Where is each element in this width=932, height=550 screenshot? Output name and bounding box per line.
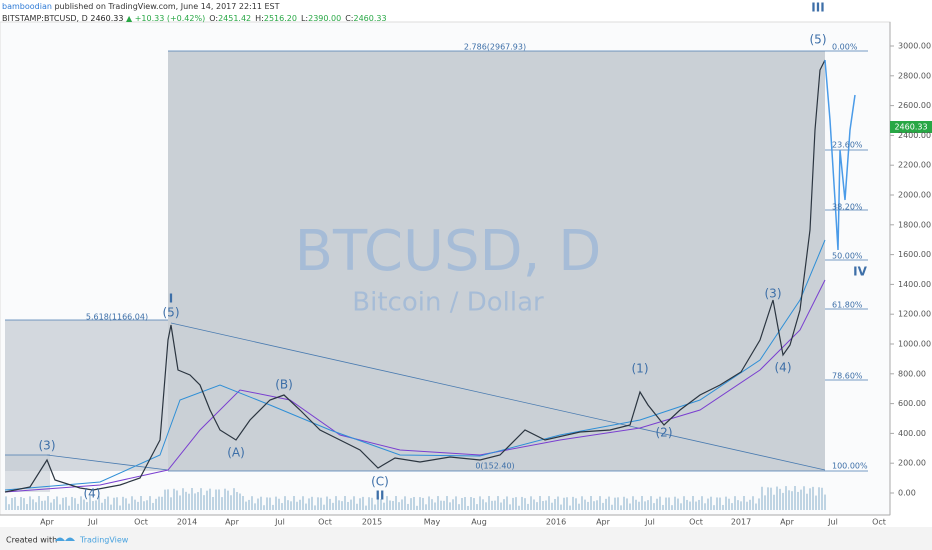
time-tick-label: May bbox=[424, 518, 441, 527]
symbol: BITSTAMP:BTCUSD, D bbox=[2, 14, 88, 23]
fib-extension-box bbox=[168, 51, 825, 471]
wave-label: III bbox=[811, 1, 824, 15]
fib-level: 100.00% bbox=[832, 462, 868, 471]
wave-label: (1) bbox=[632, 362, 649, 376]
ohlc-key: C: bbox=[345, 14, 353, 23]
wave-label: (3) bbox=[765, 287, 782, 301]
ohlc-key: L: bbox=[301, 14, 308, 23]
time-tick-label: Apr bbox=[780, 518, 795, 527]
fib-extension-box bbox=[5, 320, 168, 471]
footer bbox=[0, 527, 932, 550]
time-tick-label: 2014 bbox=[177, 518, 197, 527]
ohlc-key: O: bbox=[209, 14, 218, 23]
price-tick-label: 1000.00 bbox=[898, 340, 931, 349]
wave-label: (C) bbox=[371, 475, 389, 489]
price-tick-label: 400.00 bbox=[898, 429, 926, 438]
time-tick-label: Apr bbox=[225, 518, 240, 527]
price-tag-text: 2460.33 bbox=[894, 123, 927, 132]
wave-label: (2) bbox=[656, 426, 673, 440]
header-line: bamboodian published on TradingView.com,… bbox=[2, 2, 280, 11]
footer-created: Created with bbox=[6, 536, 57, 545]
time-tick-label: Jul bbox=[644, 518, 655, 527]
fib-level: 50.00% bbox=[832, 252, 863, 261]
fib-extension-box bbox=[5, 455, 50, 492]
price-tick-label: 1400.00 bbox=[898, 280, 931, 289]
price-tick-label: 2200.00 bbox=[898, 161, 931, 170]
extension-label: 5.618(1166.04) bbox=[86, 313, 148, 322]
author: bamboodian bbox=[2, 2, 52, 11]
price-tick-label: 600.00 bbox=[898, 399, 926, 408]
moving-average bbox=[4, 239, 826, 491]
moving-average bbox=[4, 279, 826, 493]
price-tick-label: 2400.00 bbox=[898, 131, 931, 140]
wave-label: (5) bbox=[810, 33, 827, 47]
watermark-name: Bitcoin / Dollar bbox=[352, 288, 544, 318]
extension-label: 0(152.40) bbox=[475, 462, 514, 471]
price-tick-label: 800.00 bbox=[898, 369, 926, 378]
time-tick-label: Oct bbox=[318, 518, 332, 527]
price-tick-label: 1800.00 bbox=[898, 220, 931, 229]
price-tick-label: 2800.00 bbox=[898, 71, 931, 80]
time-tick-label: Aug bbox=[471, 518, 487, 527]
time-tick-label: Jul bbox=[274, 518, 285, 527]
footer-brand: TradingView bbox=[79, 536, 129, 545]
wave-label: (3) bbox=[39, 439, 56, 453]
price-projection bbox=[824, 59, 856, 251]
fib-level: 23.60% bbox=[832, 141, 863, 150]
price-tick-label: 1600.00 bbox=[898, 250, 931, 259]
time-tick-label: Jul bbox=[87, 518, 98, 527]
logo bbox=[55, 537, 75, 541]
price-line bbox=[4, 59, 826, 493]
ohlc-value: 2516.20 bbox=[264, 14, 297, 23]
price-tick-label: 2000.00 bbox=[898, 191, 931, 200]
price-tick-label: 200.00 bbox=[898, 459, 926, 468]
fib-level: 0.00% bbox=[832, 43, 858, 52]
fib-level: 61.80% bbox=[832, 301, 863, 310]
ohlc-value: 2451.42 bbox=[218, 14, 251, 23]
watermark-symbol: BTCUSD, D bbox=[295, 219, 602, 284]
ohlc-value: 2460.33 bbox=[354, 14, 387, 23]
time-tick-label: Oct bbox=[134, 518, 148, 527]
fib-level: 78.60% bbox=[832, 372, 863, 381]
time-tick-label: Jul bbox=[827, 518, 838, 527]
time-tick-label: 2015 bbox=[362, 518, 382, 527]
wave-label: (5) bbox=[163, 306, 180, 320]
price-tick-label: 2600.00 bbox=[898, 101, 931, 110]
change: ▲ +10.33 (+0.42%) bbox=[126, 14, 205, 23]
fib-level: 38.20% bbox=[832, 203, 863, 212]
extension-label: 2.786(2967.93) bbox=[464, 43, 526, 52]
price-tick-label: 1200.00 bbox=[898, 310, 931, 319]
time-tick-label: Oct bbox=[872, 518, 886, 527]
wave-label: (4) bbox=[775, 361, 792, 375]
ohlc-key: H: bbox=[255, 14, 264, 23]
header-line: BITSTAMP:BTCUSD, D 2460.33 ▲ +10.33 (+0.… bbox=[2, 14, 387, 23]
extension-lines bbox=[5, 50, 868, 472]
wave-label: II bbox=[376, 489, 385, 503]
time-tick-label: 2016 bbox=[546, 518, 566, 527]
wave-label: (B) bbox=[275, 378, 293, 392]
wave-label: IV bbox=[853, 265, 867, 279]
time-tick-label: Oct bbox=[689, 518, 703, 527]
wave-label: I bbox=[169, 292, 173, 306]
volume bbox=[5, 486, 826, 510]
ohlc-value: 2390.00 bbox=[308, 14, 341, 23]
last: 2460.33 bbox=[90, 14, 123, 23]
time-tick-label: 2017 bbox=[731, 518, 751, 527]
wave-label: (A) bbox=[227, 446, 245, 460]
wave-label: (4) bbox=[84, 487, 101, 501]
price-tick-label: 3000.00 bbox=[898, 42, 931, 51]
price-tag bbox=[890, 121, 932, 133]
published: published on TradingView.com, June 14, 2… bbox=[54, 2, 279, 11]
time-tick-label: Apr bbox=[596, 518, 611, 527]
price-tick-label: 0.00 bbox=[898, 489, 916, 498]
time-tick-label: Apr bbox=[40, 518, 55, 527]
